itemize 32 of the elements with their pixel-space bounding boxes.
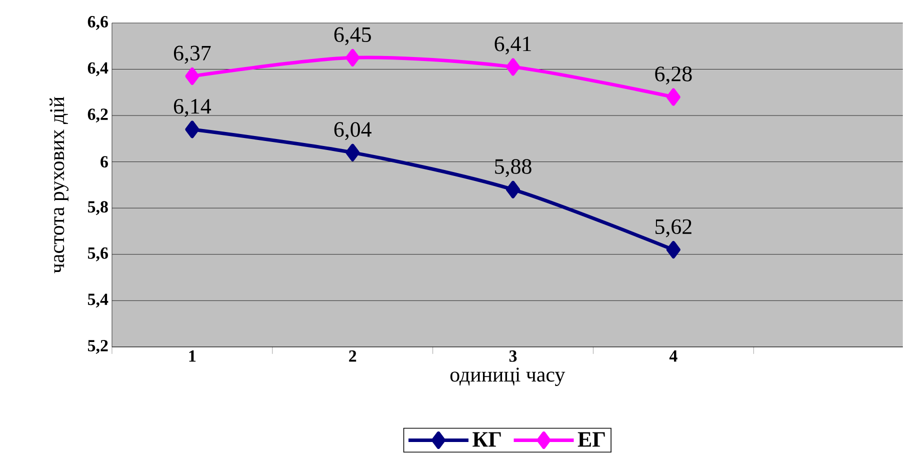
point xyxy=(666,241,680,259)
x-tick-label: 1 xyxy=(189,350,196,362)
data-label: 6,14 xyxy=(174,99,212,117)
data-label: 6,28 xyxy=(655,66,692,85)
y-tick-label: 6,2 xyxy=(88,108,108,123)
data-label: 5,88 xyxy=(495,159,532,178)
point xyxy=(346,49,360,66)
point xyxy=(185,68,200,86)
data-label: 6,41 xyxy=(494,36,531,54)
y-axis-title: частота рухових дій xyxy=(50,96,68,274)
y-tick-label: 5,8 xyxy=(88,201,108,216)
point xyxy=(506,180,520,198)
data-label: 6,04 xyxy=(334,122,372,140)
data-label: 5,62 xyxy=(656,219,692,238)
y-tick-label: 5,2 xyxy=(88,340,108,354)
x-axis-title: одиниці часу xyxy=(450,368,566,386)
legend-label: КГ xyxy=(472,432,501,447)
x-tick-label: 3 xyxy=(509,350,517,362)
y-tick-label: 6,6 xyxy=(88,16,108,30)
y-tick-label: 5,4 xyxy=(88,294,108,308)
y-tick-label: 5,6 xyxy=(88,247,108,262)
point xyxy=(666,88,680,106)
point xyxy=(185,120,200,138)
y-tick-label: 6,4 xyxy=(88,62,108,76)
data-label: 6,45 xyxy=(334,27,371,46)
x-tick-label: 2 xyxy=(349,350,356,362)
point xyxy=(506,58,520,76)
x-tick-label: 4 xyxy=(669,350,678,362)
legend-label: ЕГ xyxy=(578,432,605,447)
y-tick-label: 6 xyxy=(100,156,108,168)
point xyxy=(346,144,360,162)
data-label: 6,37 xyxy=(174,46,211,64)
